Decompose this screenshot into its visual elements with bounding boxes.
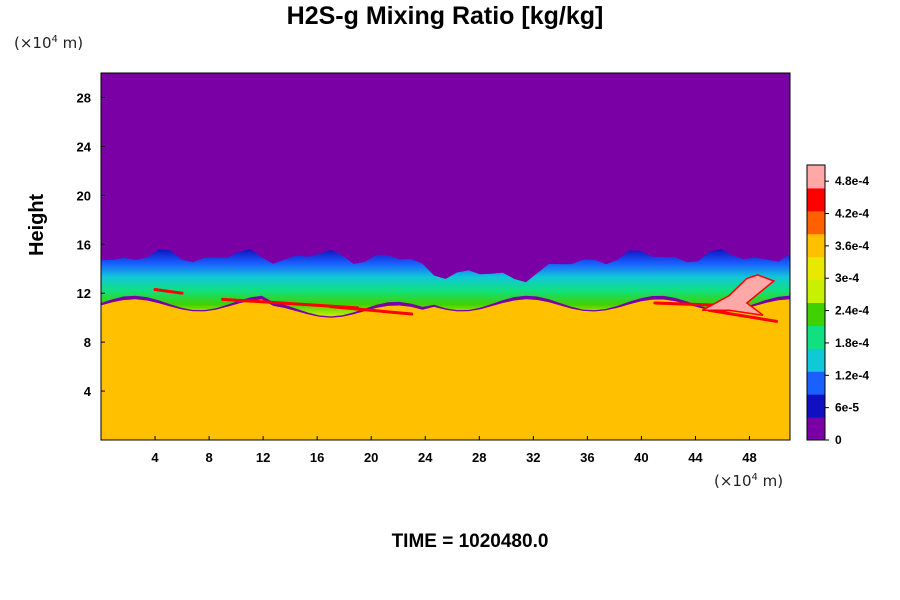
time-label: TIME = 1020480.0	[391, 531, 549, 552]
colorbar-segment	[807, 165, 825, 189]
chart-title: H2S-g Mixing Ratio [kg/kg]	[286, 2, 604, 30]
x-tick-label: 20	[364, 450, 378, 465]
y-tick-label: 12	[77, 286, 91, 301]
colorbar-tick-label: 2.4e-4	[835, 304, 869, 318]
colorbar-segment	[807, 279, 825, 303]
colorbar-segment	[807, 302, 825, 326]
colorbar-segment	[807, 256, 825, 281]
x-tick-label: 16	[310, 450, 324, 465]
streak-4	[707, 308, 778, 323]
colorbar-frame	[806, 164, 826, 441]
colorbar-segment	[807, 187, 825, 212]
colorbar-segment	[807, 210, 825, 235]
plot-frame	[100, 72, 791, 441]
x-tick-label: 28	[472, 450, 486, 465]
x-tick-label: 36	[580, 450, 594, 465]
colorbar-tick-label: 1.8e-4	[835, 336, 869, 350]
colorbar-tick-label: 4.2e-4	[835, 207, 869, 221]
colorbar-tick-label: 0	[835, 433, 842, 447]
colorbar-segment	[807, 394, 825, 418]
x-tick-label: 40	[634, 450, 648, 465]
transition-band	[101, 248, 790, 317]
x-tick-label: 32	[526, 450, 540, 465]
lower-region	[101, 299, 790, 440]
colorbar-segment	[807, 371, 825, 395]
y-axis-unit: (×104 m)	[14, 34, 84, 52]
colorbar-tick-label: 1.2e-4	[835, 368, 869, 382]
x-tick-label: 8	[205, 450, 212, 465]
colorbar-tick-label: 3.6e-4	[835, 239, 869, 253]
y-tick-label: 16	[77, 237, 91, 252]
colorbar-segment	[807, 325, 825, 349]
x-tick-label: 4	[151, 450, 159, 465]
colorbar-segment	[807, 348, 825, 372]
y-tick-label: 24	[77, 139, 92, 154]
colorbar-tick-label: 4.8e-4	[835, 174, 869, 188]
colorbar-tick-label: 6e-5	[835, 401, 859, 415]
y-tick-label: 20	[77, 188, 91, 203]
y-tick-label: 28	[77, 90, 91, 105]
field-layer	[101, 73, 790, 440]
x-tick-label: 12	[256, 450, 270, 465]
streak-2	[329, 305, 414, 316]
x-axis-unit: (×104 m)	[714, 472, 784, 490]
x-tick-label: 48	[742, 450, 756, 465]
colorbar-segment	[807, 417, 825, 441]
colorbar-segment	[807, 233, 825, 258]
x-tick-label: 44	[688, 450, 703, 465]
colorbar: 0 6e-5 1.2e-4 1.8e-4 2.4e-4 3e-4 3.6e-4 4.2e-4 4…	[806, 164, 869, 447]
plume	[701, 274, 776, 316]
y-tick-label: 4	[84, 384, 92, 399]
streak-0	[153, 288, 184, 295]
y-tick-label: 8	[84, 335, 91, 350]
x-tick-label: 24	[418, 450, 433, 465]
colorbar-tick-label: 3e-4	[835, 271, 859, 285]
